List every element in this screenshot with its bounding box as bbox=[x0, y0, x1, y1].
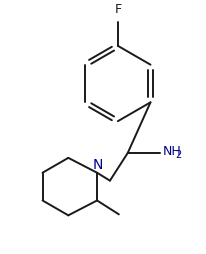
Text: F: F bbox=[114, 3, 121, 16]
Text: N: N bbox=[93, 158, 103, 172]
Text: 2: 2 bbox=[175, 150, 182, 160]
Text: NH: NH bbox=[163, 145, 181, 158]
